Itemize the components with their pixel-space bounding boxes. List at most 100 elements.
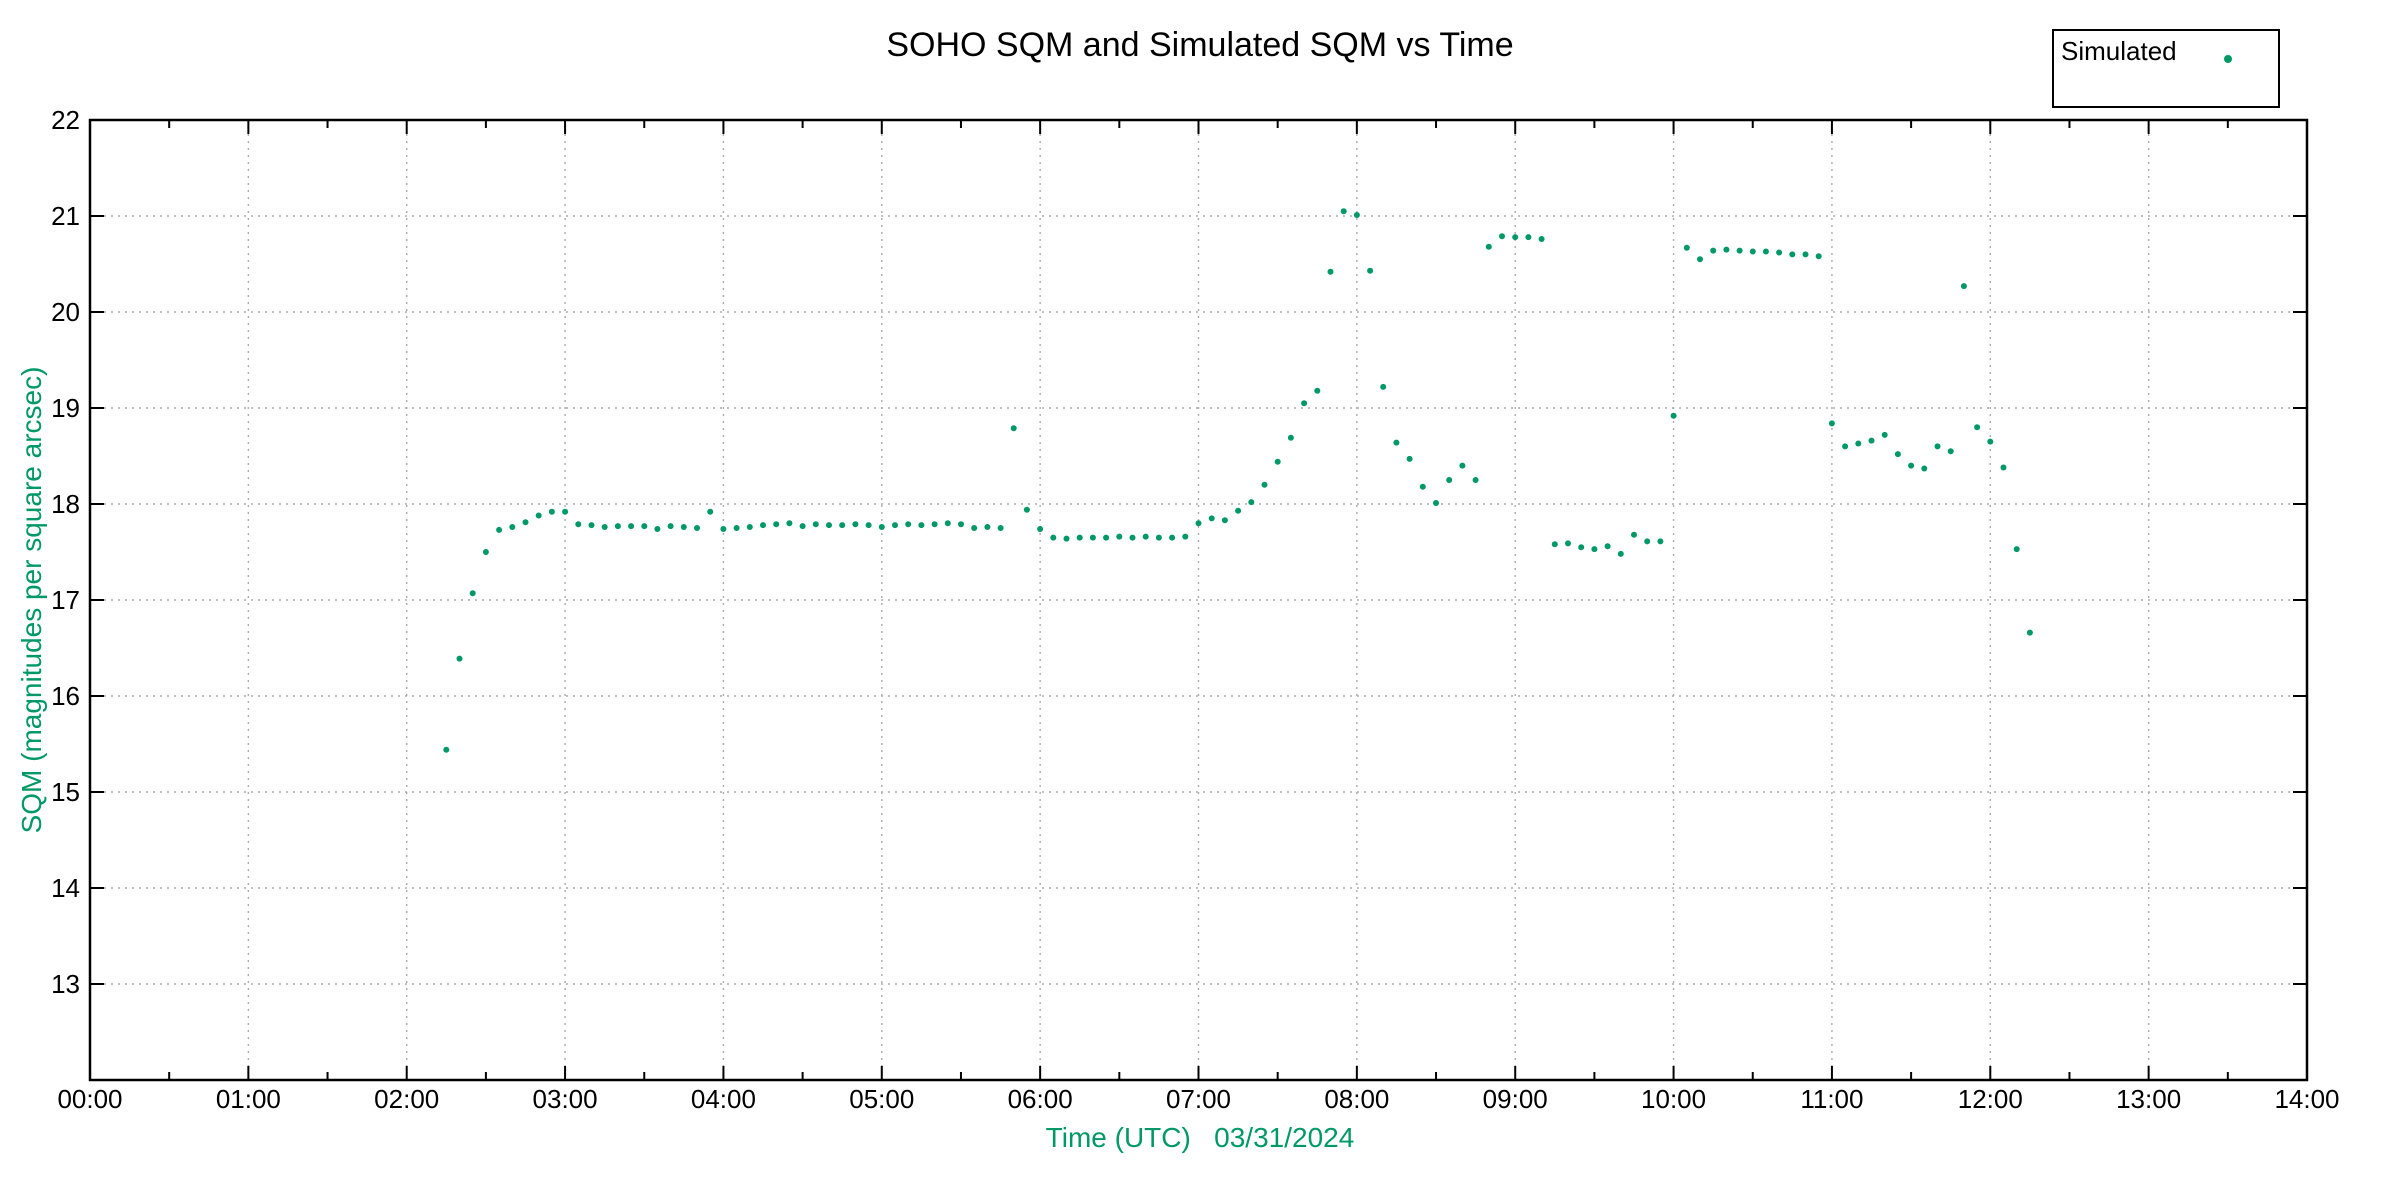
- data-point: [773, 521, 780, 528]
- data-point: [971, 525, 978, 531]
- data-point: [1697, 256, 1703, 263]
- data-point: [1287, 434, 1294, 441]
- x-tick-label: 08:00: [1324, 1084, 1389, 1114]
- data-point: [733, 525, 740, 531]
- data-point: [614, 523, 621, 530]
- data-point: [1499, 233, 1505, 240]
- data-point: [1987, 438, 1994, 445]
- data-point: [1934, 443, 1941, 450]
- data-point: [1433, 500, 1439, 506]
- data-point: [1353, 212, 1360, 218]
- data-point: [1380, 383, 1387, 390]
- data-point: [892, 522, 898, 529]
- data-point: [1419, 483, 1426, 490]
- data-point: [1076, 534, 1083, 541]
- data-point: [1037, 526, 1044, 532]
- data-point: [1538, 236, 1545, 242]
- data-point: [852, 521, 859, 528]
- data-point: [654, 526, 661, 532]
- data-point: [1631, 531, 1637, 538]
- x-tick-label: 14:00: [2274, 1084, 2339, 1114]
- data-point: [522, 519, 529, 526]
- data-point: [1617, 550, 1624, 557]
- x-tick-label: 07:00: [1166, 1084, 1231, 1114]
- data-point: [1855, 440, 1862, 447]
- data-point: [1010, 425, 1017, 432]
- data-point: [1261, 481, 1268, 488]
- data-point: [1195, 520, 1202, 527]
- data-point: [1881, 431, 1888, 438]
- data-point: [601, 524, 608, 530]
- legend-entry-label: Simulated: [2061, 36, 2177, 66]
- dot-icon: [2224, 55, 2232, 63]
- data-point: [931, 521, 938, 528]
- data-point: [1512, 234, 1519, 241]
- data-point: [826, 522, 832, 529]
- data-point: [1472, 477, 1479, 483]
- data-point: [958, 521, 964, 528]
- y-tick-label: 15: [51, 777, 80, 807]
- data-point: [1406, 455, 1413, 462]
- data-point: [1670, 412, 1677, 419]
- data-point: [1710, 247, 1717, 254]
- x-tick-label: 09:00: [1483, 1084, 1548, 1114]
- data-point: [641, 523, 648, 530]
- data-point: [680, 524, 687, 530]
- data-point: [1815, 253, 1822, 260]
- data-point: [918, 522, 925, 529]
- data-point: [1129, 534, 1136, 541]
- data-point: [1063, 535, 1070, 542]
- data-point: [905, 521, 912, 528]
- data-point: [469, 590, 476, 597]
- data-point: [1169, 534, 1176, 541]
- data-point: [1723, 246, 1730, 253]
- data-point: [1657, 538, 1664, 545]
- data-point: [482, 549, 489, 555]
- data-point: [1274, 458, 1281, 465]
- data-point: [984, 524, 991, 530]
- data-point: [799, 523, 806, 530]
- data-point: [1894, 451, 1901, 458]
- data-point: [1116, 533, 1123, 540]
- data-point: [1208, 515, 1215, 522]
- data-point: [1604, 543, 1611, 550]
- y-tick-label: 16: [51, 681, 80, 711]
- x-tick-label: 10:00: [1641, 1084, 1706, 1114]
- y-tick-label: 13: [51, 969, 80, 999]
- data-point: [2000, 464, 2007, 471]
- x-axis-title: Time (UTC) 03/31/2024: [1045, 1122, 1355, 1153]
- data-point: [1485, 243, 1492, 250]
- data-point: [707, 508, 714, 515]
- data-point: [1103, 534, 1110, 541]
- data-point: [548, 508, 555, 515]
- data-point: [1828, 420, 1835, 427]
- data-point: [667, 523, 674, 530]
- data-point: [1868, 437, 1875, 444]
- y-tick-label: 14: [51, 873, 80, 903]
- data-point: [588, 522, 595, 529]
- data-point: [2026, 629, 2033, 636]
- data-point: [997, 525, 1004, 531]
- data-point: [1776, 249, 1783, 256]
- plot-frame: [88, 118, 2309, 1082]
- x-tick-label: 01:00: [216, 1084, 281, 1114]
- data-point: [1683, 244, 1690, 251]
- data-point: [1221, 517, 1228, 524]
- data-point: [720, 526, 727, 532]
- y-tick-label: 21: [51, 201, 80, 231]
- data-point: [1459, 462, 1466, 469]
- data-point: [535, 512, 542, 519]
- x-tick-label: 12:00: [1958, 1084, 2023, 1114]
- data-point: [1314, 387, 1321, 394]
- data-point: [1591, 546, 1598, 553]
- data-point: [1908, 462, 1915, 469]
- data-point: [1327, 268, 1334, 275]
- y-tick-label: 17: [51, 585, 80, 615]
- data-point: [1182, 533, 1189, 540]
- chart-title: SOHO SQM and Simulated SQM vs Time: [886, 26, 1514, 64]
- data-point: [1578, 544, 1585, 551]
- data-point: [1736, 247, 1743, 254]
- x-tick-label: 05:00: [849, 1084, 914, 1114]
- x-tick-label: 00:00: [57, 1084, 122, 1114]
- data-point: [1749, 248, 1756, 255]
